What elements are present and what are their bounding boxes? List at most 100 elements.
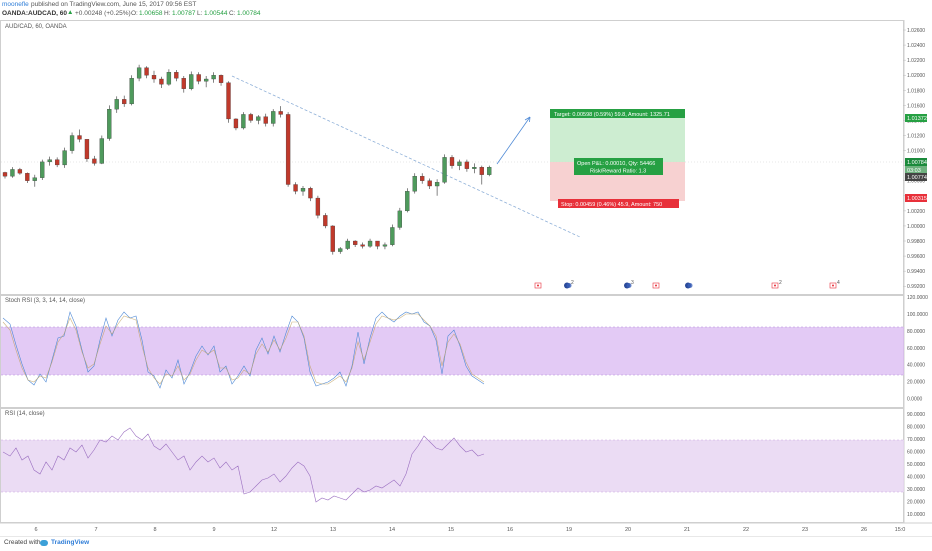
candle-body [84, 139, 90, 160]
time-tick-label: 19 [566, 527, 572, 533]
entry-price-badge [905, 173, 927, 181]
ca-flag-icon-mark [655, 284, 657, 287]
price-scale[interactable] [904, 20, 932, 523]
candle-body [427, 180, 432, 187]
candle-body [32, 177, 37, 181]
price-tick-label: 1.01600 [907, 103, 925, 109]
time-tick-label: 23 [802, 527, 808, 533]
candle-body [315, 197, 321, 216]
candle-body [159, 78, 164, 85]
candle-body [382, 244, 388, 247]
candle-body [136, 67, 142, 79]
stop-price-badge-label: 1.00315 [907, 196, 927, 202]
price-tick-label: 1.02600 [907, 28, 925, 34]
candle-body [420, 176, 425, 181]
candle-body [338, 248, 343, 252]
candle-body [241, 114, 246, 129]
price-tick-label: 1.00200 [907, 209, 925, 215]
candle-body [69, 135, 75, 151]
event-count-label: 2 [779, 280, 782, 286]
candle-body [181, 78, 186, 89]
high-value: 1.00787 [172, 10, 196, 17]
candle-body [457, 161, 462, 166]
author-link[interactable]: moonefle [2, 1, 29, 8]
price-tick-label: 1.01000 [907, 149, 925, 155]
au-flag-icon-mark [626, 283, 632, 288]
candle-body [107, 109, 112, 139]
candle-body [10, 169, 15, 177]
candle-body [367, 240, 373, 247]
chart-header: moonefle published on TradingView.com, J… [0, 0, 932, 20]
candle-body [434, 182, 440, 187]
time-tick-label: 7 [94, 527, 97, 533]
time-tick-label: 26 [861, 527, 867, 533]
stop-label-box [558, 199, 679, 208]
candle-body [218, 75, 224, 83]
candle-body [487, 167, 492, 175]
candle-body [166, 72, 172, 85]
price-tick-label: 0.99200 [907, 284, 925, 290]
candle-body [174, 72, 179, 79]
open-value: 1.00658 [139, 10, 163, 17]
candle-body [285, 114, 291, 185]
high-label: H: [164, 10, 171, 17]
price-tick-label: 1.00000 [907, 224, 925, 230]
candle-body [189, 74, 194, 89]
last-price-badge [905, 158, 927, 166]
candle-body [479, 167, 484, 175]
stoch-rsi-title: Stoch RSI (3, 3, 14, 14, close) [5, 298, 86, 304]
au-flag-icon-mark [687, 283, 693, 288]
ca-flag-icon-mark [537, 284, 539, 287]
candle-body [211, 75, 216, 80]
target-zone[interactable] [550, 116, 685, 162]
candle-body [92, 158, 97, 164]
candle-body [278, 111, 283, 115]
candle-body [300, 188, 306, 192]
candle-body [203, 78, 209, 82]
projection-arrow[interactable] [496, 116, 531, 165]
low-label: L: [197, 10, 203, 17]
ca-flag-icon-mark [832, 284, 834, 287]
publish-info: published on TradingView.com, June 15, 2… [31, 1, 197, 8]
candle-body [352, 240, 358, 245]
candle-body [47, 159, 52, 163]
stoch-tick-label: 100.0000 [907, 312, 928, 318]
stoch-d-line [2, 313, 485, 385]
candle-body [464, 161, 470, 169]
event-count-label: 3 [631, 280, 634, 286]
candle-body [345, 240, 350, 249]
candle-body [449, 157, 455, 166]
candle-body [330, 225, 335, 252]
open-pl-label: Open P&L: 0.00010, Qty: 54466 [577, 161, 655, 167]
candle-body [25, 173, 30, 181]
time-tick-label: 22 [743, 527, 749, 533]
target-label-box [550, 109, 685, 118]
candle-body [129, 78, 134, 105]
price-tick-label: 1.01200 [907, 134, 925, 140]
chart-canvas[interactable]: Target: 0.00598 (0.59%) 59.8, Amount: 13… [0, 0, 932, 536]
time-tick-label: 21 [684, 527, 690, 533]
price-tick-label: 0.99400 [907, 269, 925, 275]
rsi-tick-label: 60.0000 [907, 449, 925, 455]
trendline[interactable] [231, 75, 581, 238]
target-label: Target: 0.00598 (0.59%) 59.8, Amount: 13… [554, 112, 670, 118]
rsi-tick-label: 90.0000 [907, 412, 925, 418]
target-price-badge [905, 114, 927, 122]
risk-reward-label: Risk/Reward Ratio: 1.3 [590, 169, 646, 175]
tradingview-brand-link[interactable]: TradingView [51, 539, 90, 546]
stoch-tick-label: 40.0000 [907, 363, 925, 369]
candle-body [405, 191, 410, 212]
price-tick-label: 1.02200 [907, 58, 925, 64]
time-tick-label: 12 [271, 527, 277, 533]
candle-body [226, 82, 231, 120]
ca-flag-icon-mark [774, 284, 776, 287]
candle-body [412, 176, 417, 192]
stoch-tick-label: 80.0000 [907, 329, 925, 335]
candle-body [2, 172, 8, 177]
candle-body [151, 75, 157, 80]
event-count-label: 4 [837, 280, 840, 286]
candles-group [2, 64, 492, 255]
rsi-tick-label: 70.0000 [907, 437, 925, 443]
price-tick-label: 0.99800 [907, 239, 925, 245]
candle-body [472, 167, 477, 169]
